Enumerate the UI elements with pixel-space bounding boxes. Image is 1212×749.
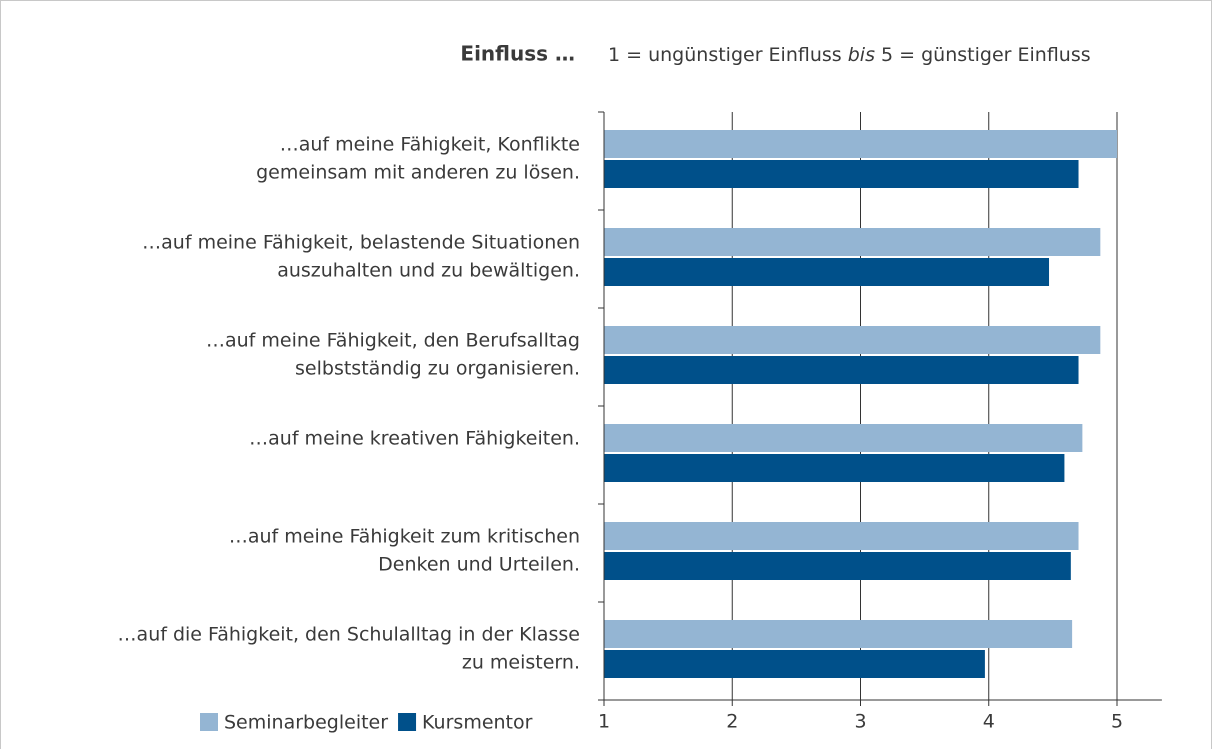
bar [604,160,1079,188]
category-label: …auf meine Fähigkeit, belastende Situati… [142,232,580,254]
category-label: auszuhalten und zu bewältigen. [277,260,580,282]
bar [604,454,1065,482]
bar [604,228,1101,256]
subtitle-part: bis [848,44,875,66]
category-label: gemeinsam mit anderen zu lösen. [256,162,580,184]
legend-swatch [200,713,218,731]
bar [604,424,1083,452]
chart-subtitle: 1 = ungünstiger Einfluss bis 5 = günstig… [608,44,1091,66]
category-label: Denken und Urteilen. [378,554,580,576]
legend-swatch [398,713,417,731]
category-label: zu meistern. [462,652,580,674]
bar [604,356,1079,384]
legend-label: Seminarbegleiter [224,712,388,734]
category-label: …auf meine Fähigkeit zum kritischen [229,526,580,548]
bar [604,552,1071,580]
category-label: …auf meine Fähigkeit, Konflikte [280,134,580,156]
x-tick-label: 5 [1111,711,1123,733]
bar [604,650,985,678]
bar [604,326,1101,354]
chart-title: Einfluss … [460,42,575,66]
bar [604,522,1079,550]
category-label: …auf die Fähigkeit, den Schulalltag in d… [118,624,580,646]
category-label: …auf meine Fähigkeit, den Berufsalltag [206,330,580,352]
x-tick-label: 3 [854,711,866,733]
category-label: …auf meine kreativen Fähigkeiten. [249,428,580,450]
bar [604,620,1073,648]
subtitle-part: 5 = günstiger Einfluss [881,44,1091,66]
bar [604,258,1050,286]
bar [604,130,1117,158]
subtitle-part: 1 = ungünstiger Einfluss [608,44,842,66]
x-tick-label: 1 [598,711,610,733]
category-label: selbstständig zu organisieren. [295,358,580,380]
x-tick-label: 2 [726,711,738,733]
legend-label: Kursmentor [422,712,533,734]
x-tick-label: 4 [983,711,995,733]
